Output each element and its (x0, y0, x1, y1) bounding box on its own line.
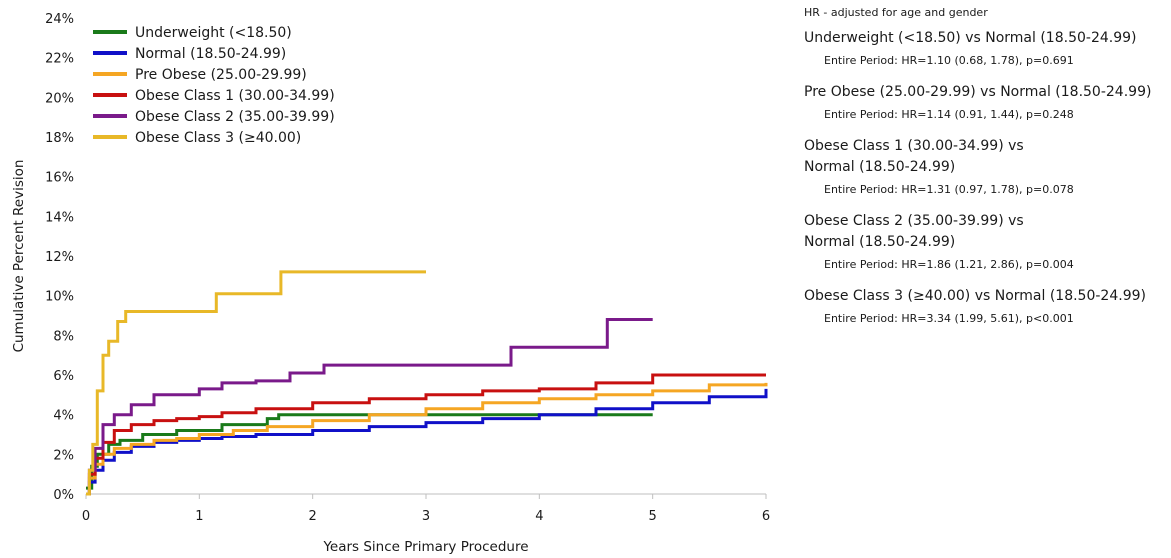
y-tick-label: 24% (45, 12, 74, 27)
x-tick-label: 1 (195, 509, 203, 524)
hr-comparison-detail: Entire Period: HR=1.86 (1.21, 2.86), p=0… (804, 258, 1164, 271)
y-tick-label: 4% (53, 409, 74, 424)
y-tick-label: 6% (53, 369, 74, 384)
hr-comparison-title: Underweight (<18.50) vs Normal (18.50-24… (804, 28, 1164, 49)
x-tick-label: 6 (762, 509, 770, 524)
y-tick-label: 2% (53, 448, 74, 463)
hr-comparison: Obese Class 3 (≥40.00) vs Normal (18.50-… (804, 286, 1164, 325)
legend-label: Obese Class 1 (30.00-34.99) (135, 88, 335, 104)
y-tick-label: 20% (45, 91, 74, 106)
x-tick-label: 3 (422, 509, 430, 524)
legend-label: Pre Obese (25.00-29.99) (135, 67, 307, 83)
hr-comparison: Obese Class 2 (35.00-39.99) vs Normal (1… (804, 211, 1054, 271)
x-axis-title: Years Since Primary Procedure (322, 539, 528, 555)
x-tick-label: 4 (535, 509, 543, 524)
series-line-2 (86, 389, 766, 494)
hr-comparison-title: Obese Class 1 (30.00-34.99) vs Normal (1… (804, 136, 1054, 178)
y-axis-title: Cumulative Percent Revision (11, 160, 27, 353)
series-line-5 (86, 320, 653, 495)
legend-label: Obese Class 2 (35.00-39.99) (135, 109, 335, 125)
y-tick-label: 16% (45, 171, 74, 186)
legend: Underweight (<18.50) Normal (18.50-24.99)… (93, 25, 335, 146)
series-line-4 (86, 375, 766, 494)
series-layer (86, 272, 766, 494)
hazard-ratio-panel: HR - adjusted for age and gender Underwe… (804, 6, 1164, 340)
hr-comparison-detail: Entire Period: HR=1.14 (0.91, 1.44), p=0… (804, 108, 1164, 121)
legend-label: Underweight (<18.50) (135, 25, 292, 41)
cumulative-revision-chart: 0 1 2 3 4 5 6 0% 2% 4% 6% 8% 10% 12% 14% 16% 18% 20% 22% 24… (0, 0, 790, 558)
hr-comparison: Obese Class 1 (30.00-34.99) vs Normal (1… (804, 136, 1054, 196)
y-tick-label: 18% (45, 131, 74, 146)
y-tick-label: 14% (45, 210, 74, 225)
x-tick-label: 2 (309, 509, 317, 524)
hr-comparison: Underweight (<18.50) vs Normal (18.50-24… (804, 28, 1164, 67)
hr-comparison-title: Obese Class 3 (≥40.00) vs Normal (18.50-… (804, 286, 1164, 307)
y-tick-label: 0% (53, 488, 74, 503)
y-tick-label: 8% (53, 329, 74, 344)
hr-comparison-title: Obese Class 2 (35.00-39.99) vs Normal (1… (804, 211, 1054, 253)
hr-comparison: Pre Obese (25.00-29.99) vs Normal (18.50… (804, 82, 1164, 121)
y-tick-label: 22% (45, 52, 74, 67)
legend-label: Normal (18.50-24.99) (135, 46, 286, 62)
hr-comparison-title: Pre Obese (25.00-29.99) vs Normal (18.50… (804, 82, 1164, 103)
x-tick-label: 0 (82, 509, 90, 524)
y-tick-label: 12% (45, 250, 74, 265)
legend-label: Obese Class 3 (≥40.00) (135, 130, 301, 146)
x-tick-label: 5 (649, 509, 657, 524)
hr-comparison-detail: Entire Period: HR=1.10 (0.68, 1.78), p=0… (804, 54, 1164, 67)
hr-comparison-detail: Entire Period: HR=1.31 (0.97, 1.78), p=0… (804, 183, 1164, 196)
y-tick-label: 10% (45, 290, 74, 305)
hr-heading: HR - adjusted for age and gender (804, 6, 1164, 19)
hr-comparison-detail: Entire Period: HR=3.34 (1.99, 5.61), p<0… (804, 312, 1164, 325)
